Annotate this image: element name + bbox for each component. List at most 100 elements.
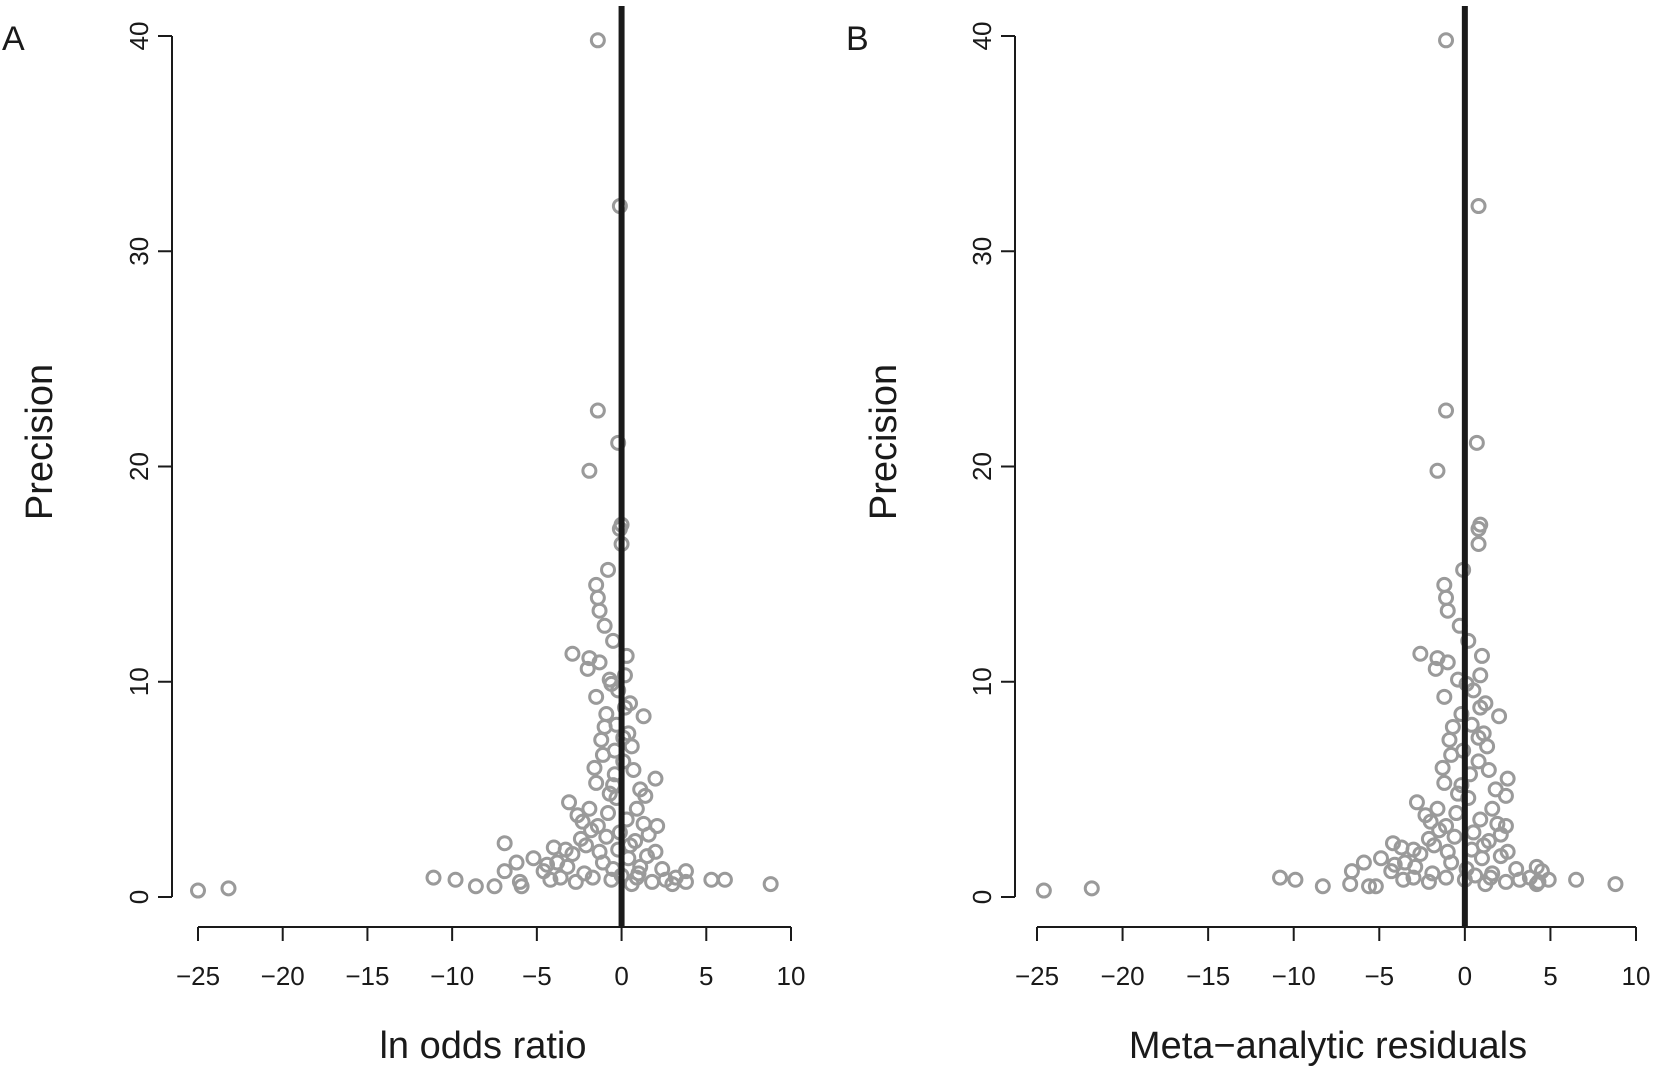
- panel-b-letter: B: [846, 20, 869, 58]
- panel-a-y-tick-label: 30: [124, 237, 154, 266]
- panel-b-data-point: [1412, 845, 1429, 862]
- panel-a-data-point: [623, 738, 640, 755]
- panel-a-data-point: [616, 667, 633, 684]
- panel-b-data-point: [1482, 869, 1499, 886]
- panel-b-y-tick-label: 0: [967, 890, 997, 904]
- panel-b-data-point: [1083, 880, 1100, 897]
- panel-a-x-tick-label: −25: [176, 961, 220, 991]
- panel-a-data-point: [601, 671, 618, 688]
- panel-b-data-point: [1465, 824, 1482, 841]
- panel-b-data-point: [1287, 871, 1304, 888]
- panel-a-data-point: [513, 878, 530, 895]
- panel-b-data-point: [1438, 402, 1455, 419]
- panel-b-axes: −25 −20 −15 −10 −5 0 5 10 0 10 20 30 40: [967, 22, 1650, 991]
- panel-a-data-point: [588, 688, 605, 705]
- panel-a-data-point: [657, 871, 674, 888]
- panel-a-x-axis-title: ln odds ratio: [379, 1025, 586, 1067]
- panel-a-data-point: [591, 602, 608, 619]
- panel-a-data-point: [589, 817, 606, 834]
- panel-a-data-point: [637, 787, 654, 804]
- panel-b-data-point: [1395, 871, 1412, 888]
- panel-b-data-point: [1441, 731, 1458, 748]
- panel-b-data-point: [1424, 865, 1441, 882]
- panel-a-data-point: [586, 759, 603, 776]
- panel-a-data-point: [635, 708, 652, 725]
- panel-a-data-point: [625, 762, 642, 779]
- panel-b-data-point: [1472, 667, 1489, 684]
- panel-a-data-point: [542, 871, 559, 888]
- panel-a-x-tick-label: −20: [261, 961, 305, 991]
- panel-b-data-point: [1568, 871, 1585, 888]
- panel-b-data-point: [1607, 876, 1624, 893]
- panel-b-x-tick-label: −15: [1186, 961, 1230, 991]
- panel-a-data-point: [559, 858, 576, 875]
- panel-a-data-point: [591, 654, 608, 671]
- panel-a-data-point: [486, 878, 503, 895]
- panel-b-data-point: [1384, 835, 1401, 852]
- panel-b-data-point: [1492, 848, 1509, 865]
- panel-a-data-point: [610, 434, 627, 451]
- panel-b-data-point: [1343, 863, 1360, 880]
- panel-b-data-point: [1521, 869, 1538, 886]
- panel-a-data-point: [600, 805, 617, 822]
- panel-a-data-point: [496, 835, 513, 852]
- panel-b-x-tick-label: −20: [1101, 961, 1145, 991]
- panel-b-data-point: [1361, 878, 1378, 895]
- panel-a-data-point: [576, 865, 593, 882]
- panel-b-data-point: [1438, 32, 1455, 49]
- panel-a-data-point: [596, 617, 613, 634]
- panel-b-data-point: [1436, 688, 1453, 705]
- panel-b-data-point: [1426, 837, 1443, 854]
- panel-a-data-point: [574, 813, 591, 830]
- panel-a-x-tick-label: −10: [430, 961, 474, 991]
- panel-a-data-point: [552, 869, 569, 886]
- panel-a-data-point: [447, 871, 464, 888]
- panel-b-data-point: [1438, 817, 1455, 834]
- panel-a-data-point: [596, 718, 613, 735]
- panel-a-data-point: [577, 837, 594, 854]
- panel-b-data-point: [1444, 718, 1461, 735]
- panel-a-data-point: [220, 880, 237, 897]
- panel-b-x-tick-label: −5: [1364, 961, 1394, 991]
- panel-b-data-point: [1479, 738, 1496, 755]
- panel-a-data-point: [635, 815, 652, 832]
- panel-b-data-point: [1405, 869, 1422, 886]
- panel-a: A Precision ln odds ratio −25 −20 −15 −10 −5…: [2, 6, 805, 1067]
- panel-a-x-tick-label: 0: [614, 961, 628, 991]
- panel-a-data-point: [716, 871, 733, 888]
- panel-a-data-point: [598, 828, 615, 845]
- panel-a-y-axis-title: Precision: [19, 364, 61, 520]
- panel-b-data-point: [1472, 811, 1489, 828]
- panel-a-letter: A: [2, 20, 25, 58]
- panel-a-data-point: [616, 699, 633, 716]
- panel-a-y-tick-label: 40: [124, 22, 154, 51]
- panel-b-data-point: [1497, 787, 1514, 804]
- panel-b-data-point: [1448, 805, 1465, 822]
- panel-b-y-tick-label: 40: [967, 22, 997, 51]
- panel-b-data-point: [1407, 858, 1424, 875]
- panel-b-data-point: [1460, 789, 1477, 806]
- panel-a-data-point: [647, 843, 664, 860]
- panel-b-data-point: [1422, 813, 1439, 830]
- panel-b-data-point: [1484, 800, 1501, 817]
- panel-b-data-point: [1470, 198, 1487, 215]
- panel-a-data-point: [644, 873, 661, 890]
- panel-b-data-point: [1470, 520, 1487, 537]
- panel-a-axes: −25 −20 −15 −10 −5 0 5 10 0 10 20 30 40: [124, 22, 805, 991]
- panel-a-data-point: [593, 731, 610, 748]
- panel-a-y-tick-label: 20: [124, 452, 154, 481]
- panel-a-data-point: [610, 682, 627, 699]
- panel-b-x-tick-label: 10: [1622, 961, 1651, 991]
- panel-a-data-point: [589, 402, 606, 419]
- panel-b-data-point: [1438, 869, 1455, 886]
- panel-a-x-tick-label: −5: [522, 961, 552, 991]
- panel-b-data-point: [1412, 645, 1429, 662]
- panel-b-data-point: [1467, 867, 1484, 884]
- panel-a-data-point: [567, 873, 584, 890]
- panel-a-data-point: [579, 660, 596, 677]
- panel-b-x-tick-label: −25: [1015, 961, 1059, 991]
- panel-a-data-point: [584, 869, 601, 886]
- panel-a-data-point: [628, 800, 645, 817]
- panel-b: B Precision Meta−analytic residuals −25−…: [846, 6, 1650, 1067]
